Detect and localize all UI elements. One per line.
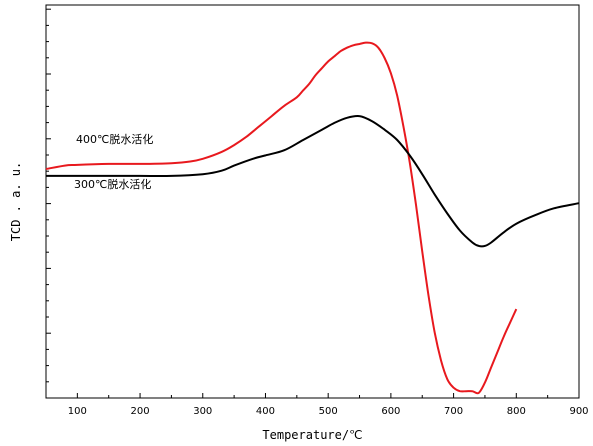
x-tick-label: 100 [68, 406, 87, 417]
series-line-red [45, 41, 518, 395]
series-layer [45, 41, 580, 395]
x-tick-label: 400 [256, 406, 275, 417]
x-axis-title: Temperature/℃ [262, 428, 362, 442]
axis-ticks [45, 8, 580, 399]
x-tick-labels: 100 200 300 400 500 600 700 800 900 [68, 406, 589, 417]
x-tick-label: 800 [507, 406, 526, 417]
plot-frame [45, 4, 580, 399]
y-axis-title: TCD . a. u. [9, 162, 23, 241]
x-tick-label: 700 [444, 406, 463, 417]
series-line-black [46, 114, 580, 248]
x-tick-label: 600 [381, 406, 400, 417]
x-tick-label: 900 [569, 406, 588, 417]
series-annotation: 300℃脱水活化 [74, 177, 151, 191]
annotations: 400℃脱水活化 300℃脱水活化 [74, 132, 153, 191]
x-tick-label: 500 [319, 406, 338, 417]
x-tick-label: 300 [193, 406, 212, 417]
plot-border [45, 4, 580, 399]
series-annotation: 400℃脱水活化 [76, 132, 153, 146]
x-tick-label: 200 [131, 406, 150, 417]
